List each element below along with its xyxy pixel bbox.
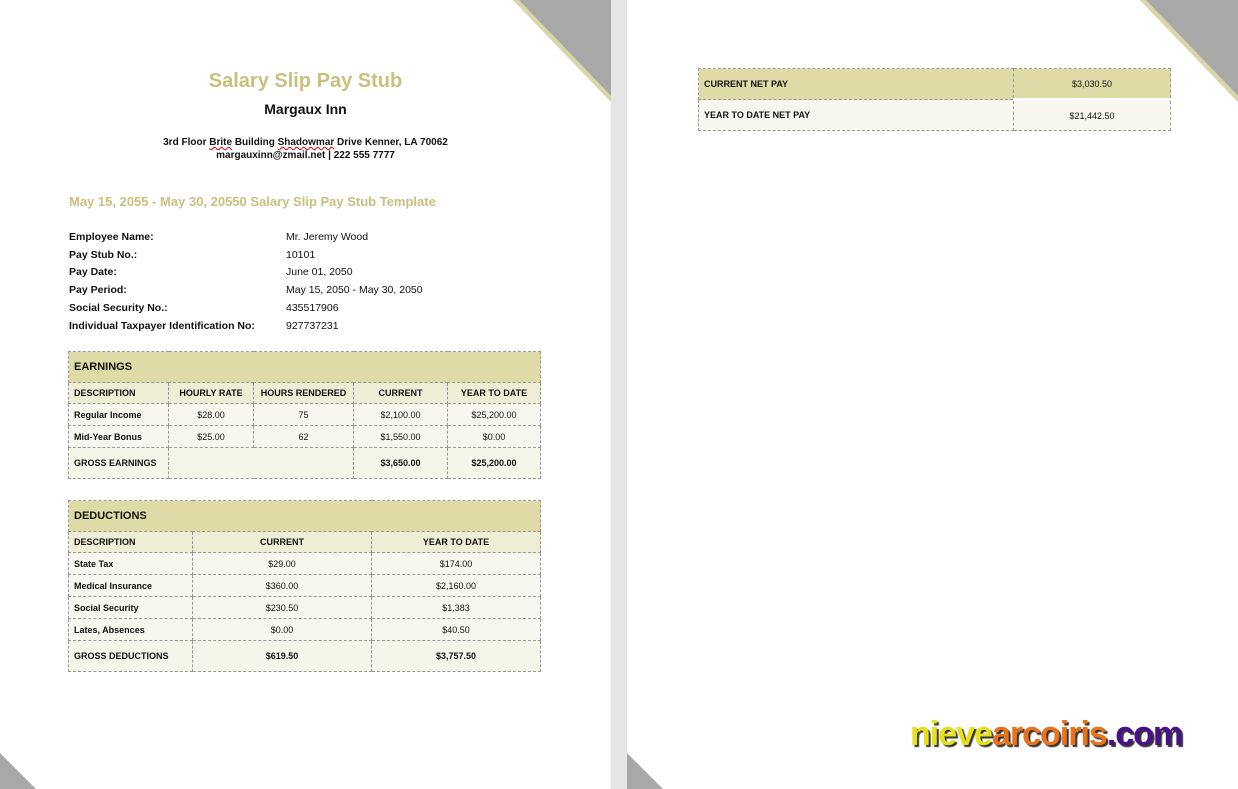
- company-contact: margauxinn@zmail.net | 222 555 7777: [216, 150, 395, 161]
- info-row: Pay Stub No.: 10101: [69, 247, 423, 265]
- company-name: Margaux Inn: [264, 101, 347, 117]
- gross-earnings-label: GROSS EARNINGS: [68, 447, 169, 479]
- address-text: Shadowmar: [277, 137, 335, 148]
- column-header: CURRENT: [353, 382, 448, 404]
- watermark-logo: nievearcoiris.com: [910, 715, 1183, 754]
- logo-text: .com: [1106, 715, 1183, 753]
- document-title: Salary Slip Pay Stub: [208, 70, 403, 92]
- info-value: 435517906: [286, 301, 339, 314]
- earnings-table: EARNINGS DESCRIPTION HOURLY RATE HOURS REN…: [68, 351, 541, 479]
- table-cell: 62: [253, 425, 354, 448]
- period-heading: May 15, 2055 - May 30, 20550 Salary Slip…: [69, 194, 436, 209]
- table-row: Mid-Year Bonus $25.00 62 $1,550.00 $0.00: [68, 425, 541, 448]
- table-cell: $25,200.00: [447, 403, 541, 426]
- info-label: Pay Date:: [69, 266, 117, 279]
- info-label: Individual Taxpayer Identification No:: [69, 319, 255, 332]
- table-cell: Regular Income: [68, 403, 169, 426]
- info-row: Individual Taxpayer Identification No: 92…: [69, 318, 423, 336]
- ytd-net-pay-row: YEAR TO DATE NET PAY $21,442.50: [698, 99, 1171, 131]
- info-label: Employee Name:: [69, 231, 154, 243]
- table-row: Social Security $230.50 $1,383: [68, 596, 542, 619]
- table-cell: Medical Insurance: [68, 574, 193, 597]
- column-header: DESCRIPTION: [68, 531, 193, 553]
- address-text: Drive Kenner, LA 70062: [334, 137, 448, 148]
- info-value: 927737231: [286, 319, 339, 332]
- address-text: Brite: [209, 137, 233, 148]
- logo-text: nieve: [910, 715, 993, 753]
- info-row: Employee Name: Mr. Jeremy Wood: [69, 229, 423, 247]
- info-value: June 01, 2050: [286, 266, 353, 279]
- info-value: Mr. Jeremy Wood: [286, 231, 369, 243]
- table-cell: $0.00: [447, 425, 541, 448]
- column-header: CURRENT: [192, 531, 372, 553]
- corner-decoration: [0, 753, 36, 789]
- net-pay-value: $21,442.50: [1013, 99, 1171, 131]
- table-cell: $1,550.00: [353, 425, 448, 448]
- table-row: Medical Insurance $360.00 $2,160.00: [68, 574, 542, 597]
- table-cell: Mid-Year Bonus: [68, 425, 169, 448]
- table-cell: $28.00: [168, 403, 254, 426]
- earnings-heading: EARNINGS: [68, 351, 541, 383]
- gross-deductions-label: GROSS DEDUCTIONS: [68, 640, 193, 672]
- info-label: Social Security No.:: [69, 301, 168, 314]
- table-row: Lates, Absences $0.00 $40.50: [68, 618, 542, 641]
- table-cell: $174.00: [370, 552, 542, 575]
- current-net-pay-row: CURRENT NET PAY $3,030.50: [698, 68, 1171, 101]
- employee-info: Employee Name: Mr. Jeremy Wood Pay Stub No…: [69, 229, 423, 335]
- table-cell: State Tax: [68, 552, 193, 575]
- table-cell: $25.00: [168, 425, 254, 448]
- address-text: 3rd Floor: [163, 137, 210, 148]
- info-row: Social Security No.: 435517906: [69, 300, 423, 318]
- column-header: YEAR TO DATE: [447, 382, 541, 404]
- net-pay-value: $3,030.50: [1013, 68, 1171, 101]
- table-cell: Lates, Absences: [68, 618, 193, 641]
- deductions-heading: DEDUCTIONS: [67, 500, 542, 532]
- column-header: HOURLY RATE: [168, 382, 254, 404]
- table-cell: $360.00: [192, 574, 372, 597]
- empty-cell: [168, 447, 354, 479]
- column-header: DESCRIPTION: [68, 382, 169, 404]
- table-row: Regular Income $28.00 75 $2,100.00 $25,200.0…: [68, 403, 541, 426]
- table-cell: $2,160.00: [370, 574, 542, 597]
- table-cell: $230.50: [192, 596, 372, 619]
- table-cell: $29.00: [192, 552, 372, 575]
- table-cell: $40.50: [370, 618, 542, 641]
- info-value: May 15, 2050 - May 30, 2050: [286, 284, 423, 297]
- info-row: Pay Period: May 15, 2050 - May 30, 2050: [69, 282, 423, 300]
- address-text: Building: [232, 137, 278, 148]
- net-pay-label: YEAR TO DATE NET PAY: [698, 99, 1014, 131]
- table-cell: Social Security: [68, 596, 193, 619]
- net-pay-table: CURRENT NET PAY $3,030.50 YEAR TO DATE NE…: [698, 68, 1171, 131]
- info-row: Pay Date: June 01, 2050: [69, 264, 423, 282]
- net-pay-label: CURRENT NET PAY: [698, 68, 1014, 100]
- table-cell: $2,100.00: [353, 403, 448, 426]
- column-header: YEAR TO DATE: [370, 531, 542, 553]
- table-cell: 75: [253, 403, 354, 426]
- gross-earnings-current: $3,650.00: [353, 447, 448, 479]
- table-cell: $0.00: [192, 618, 372, 641]
- table-row: State Tax $29.00 $174.00: [68, 552, 542, 575]
- info-label: Pay Period:: [69, 284, 127, 297]
- company-address: 3rd Floor Brite Building Shadowmar Drive…: [0, 136, 611, 162]
- gross-earnings-ytd: $25,200.00: [447, 447, 541, 479]
- logo-text: arcoiris: [991, 715, 1108, 753]
- page-2: CURRENT NET PAY $3,030.50 YEAR TO DATE NE…: [627, 0, 1238, 789]
- gross-deductions-current: $619.50: [192, 640, 372, 672]
- info-label: Pay Stub No.:: [69, 248, 138, 261]
- gross-deductions-ytd: $3,757.50: [370, 640, 542, 672]
- page-1: Salary Slip Pay Stub Margaux Inn 3rd Flo…: [0, 0, 611, 789]
- corner-decoration: [627, 753, 663, 789]
- deductions-table: DEDUCTIONS DESCRIPTION CURRENT YEAR TO DAT…: [67, 500, 542, 672]
- table-cell: $1,383: [370, 596, 542, 619]
- column-header: HOURS RENDERED: [253, 382, 354, 404]
- info-value: 10101: [286, 248, 316, 261]
